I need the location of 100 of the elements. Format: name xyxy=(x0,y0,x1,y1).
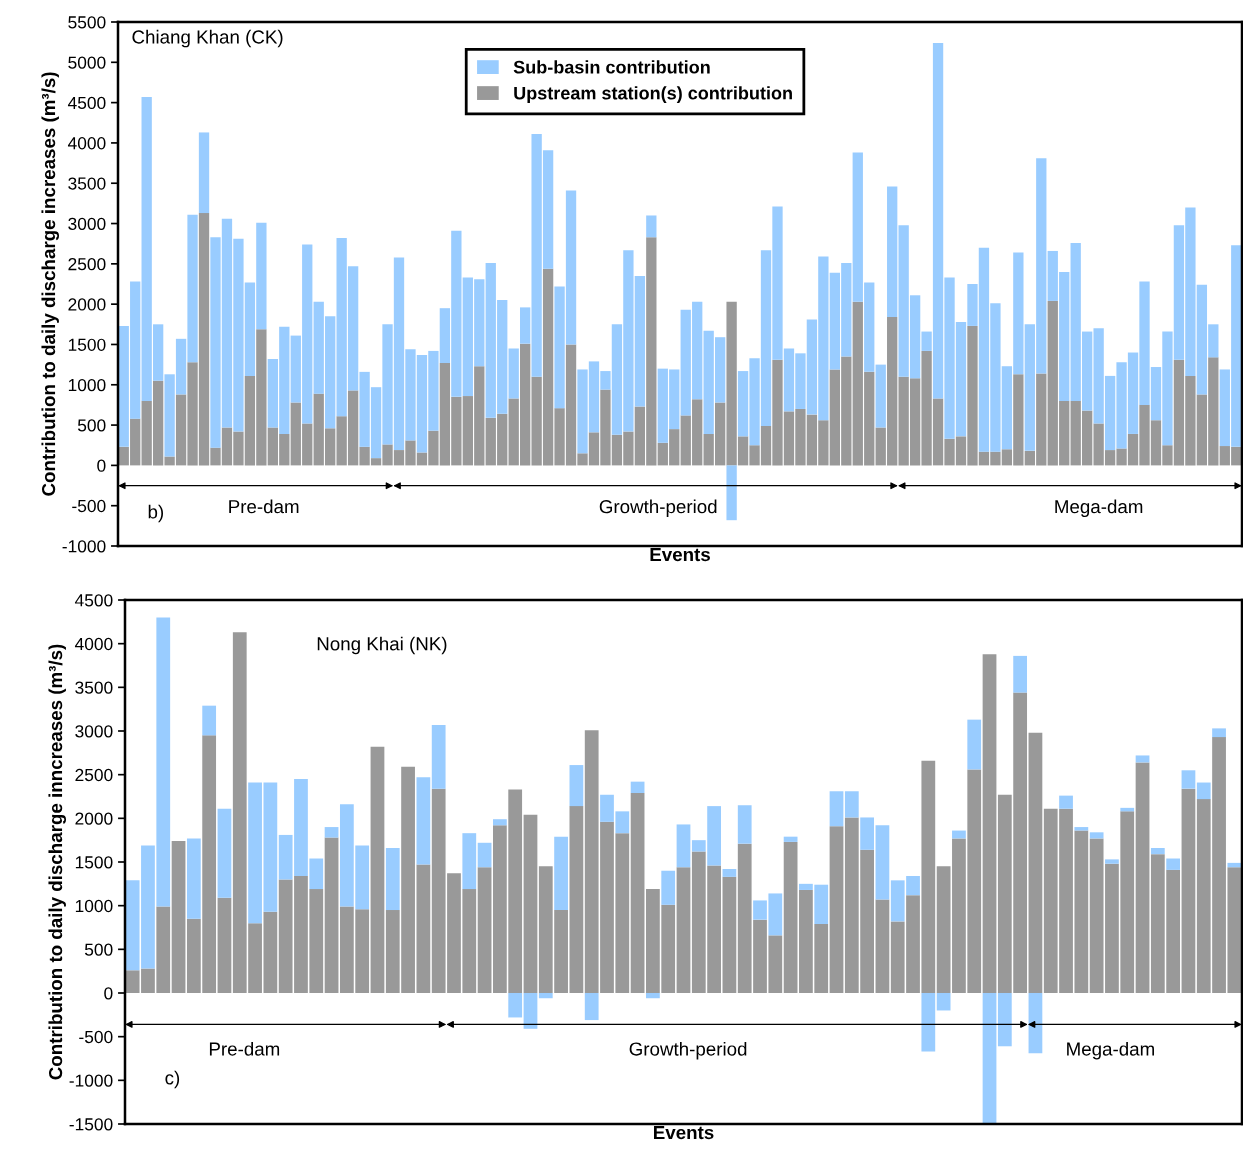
bar xyxy=(726,465,737,521)
bar xyxy=(1150,848,1165,855)
annotation: Growth-period xyxy=(629,1041,747,1060)
annotation: Pre-dam xyxy=(209,1041,280,1056)
bar xyxy=(554,836,568,911)
bar xyxy=(569,806,584,993)
y-tick-label: -500 xyxy=(79,1030,113,1044)
bar xyxy=(783,836,798,842)
bar xyxy=(171,841,186,993)
y-tick-label: -1500 xyxy=(69,1118,113,1131)
bar xyxy=(1196,782,1211,800)
bar xyxy=(370,746,385,993)
y-tick-label: -500 xyxy=(72,499,106,513)
legend-label: Upstream station(s) contribution xyxy=(514,86,792,104)
bar xyxy=(1028,732,1043,993)
bar xyxy=(186,838,201,919)
y-axis-title: Contribution to daily discharge inncreases (m³/s) xyxy=(48,644,67,1080)
y-tick-label: 500 xyxy=(77,419,106,432)
bar xyxy=(1227,862,1242,868)
bar xyxy=(462,833,477,890)
y-tick-label: 0 xyxy=(97,459,106,472)
y-tick-label: 4500 xyxy=(74,594,113,607)
bar xyxy=(217,808,232,898)
y-tick-label: 2500 xyxy=(68,258,106,271)
bar xyxy=(630,781,645,794)
y-tick-label: 1000 xyxy=(68,378,106,392)
bar xyxy=(508,348,519,399)
y-tick-label: 1500 xyxy=(75,856,113,869)
x-axis-title: Events xyxy=(650,548,710,562)
y-tick-label: 1500 xyxy=(68,338,106,351)
bar xyxy=(982,654,997,993)
bar xyxy=(722,876,737,993)
y-tick-label: 5000 xyxy=(68,56,106,69)
bar xyxy=(829,826,844,993)
bar xyxy=(1105,859,1119,864)
bar xyxy=(722,868,737,877)
y-tick-label: 4000 xyxy=(74,637,113,651)
annotation: Mega-dam xyxy=(1055,499,1143,518)
y-tick-label: 2000 xyxy=(68,298,106,311)
bar xyxy=(1028,993,1043,1054)
bar xyxy=(584,993,599,1021)
bar xyxy=(646,215,657,238)
bar xyxy=(676,867,691,993)
bar xyxy=(661,870,676,905)
bar xyxy=(416,777,431,865)
bar xyxy=(324,837,339,993)
bar xyxy=(202,705,217,736)
bar xyxy=(569,765,584,807)
bar xyxy=(676,824,691,868)
bar xyxy=(477,867,492,993)
y-tick-label: 500 xyxy=(84,943,113,956)
bar xyxy=(523,814,538,993)
bar xyxy=(875,825,890,900)
bar xyxy=(921,993,936,1052)
y-tick-label: -1000 xyxy=(62,540,106,553)
bar xyxy=(1181,770,1196,789)
y-tick-label: 1000 xyxy=(75,899,113,913)
y-axis-title: Contribution to daily discharge increases (m³/s) xyxy=(41,72,60,496)
bar xyxy=(875,899,890,993)
bar xyxy=(860,817,874,850)
x-axis-title: Events xyxy=(654,1126,714,1140)
annotation: Pre-dam xyxy=(229,499,299,514)
bar xyxy=(844,791,859,818)
bar xyxy=(646,993,660,999)
annotation: b) xyxy=(148,504,164,523)
legend-label: Sub-basin contribution xyxy=(513,60,710,74)
bar xyxy=(829,791,844,827)
y-tick-label: 0 xyxy=(104,987,113,1000)
bar xyxy=(630,793,645,993)
y-tick-label: 3000 xyxy=(75,725,113,738)
bar xyxy=(1181,788,1196,993)
bar xyxy=(477,842,492,868)
y-tick-label: 3500 xyxy=(75,681,113,694)
bar xyxy=(508,993,523,1018)
bar xyxy=(737,805,752,844)
bar xyxy=(493,819,507,826)
bar xyxy=(385,848,400,911)
bar xyxy=(1135,762,1150,993)
bar xyxy=(1013,655,1028,693)
bar xyxy=(217,897,232,993)
chart-title: Chiang Khan (CK) xyxy=(132,29,283,48)
y-tick-label: 4500 xyxy=(67,96,106,110)
bar xyxy=(198,132,210,214)
y-tick-label: 4000 xyxy=(67,137,106,150)
y-tick-label: 3500 xyxy=(68,177,106,190)
bar xyxy=(997,993,1012,1047)
bar xyxy=(1074,827,1089,831)
y-tick-label: 3000 xyxy=(68,217,106,230)
bar xyxy=(1166,858,1181,870)
y-tick-label: 5500 xyxy=(68,16,106,29)
bar xyxy=(1089,832,1104,839)
bar xyxy=(936,993,951,1011)
bar xyxy=(324,827,339,838)
bar xyxy=(1212,728,1226,738)
text: Nong Khai (NK) xyxy=(317,636,447,655)
bar xyxy=(875,364,886,428)
annotation: Growth-period xyxy=(599,499,717,518)
bar xyxy=(982,993,997,1124)
bar xyxy=(952,830,966,839)
bar xyxy=(967,719,982,770)
